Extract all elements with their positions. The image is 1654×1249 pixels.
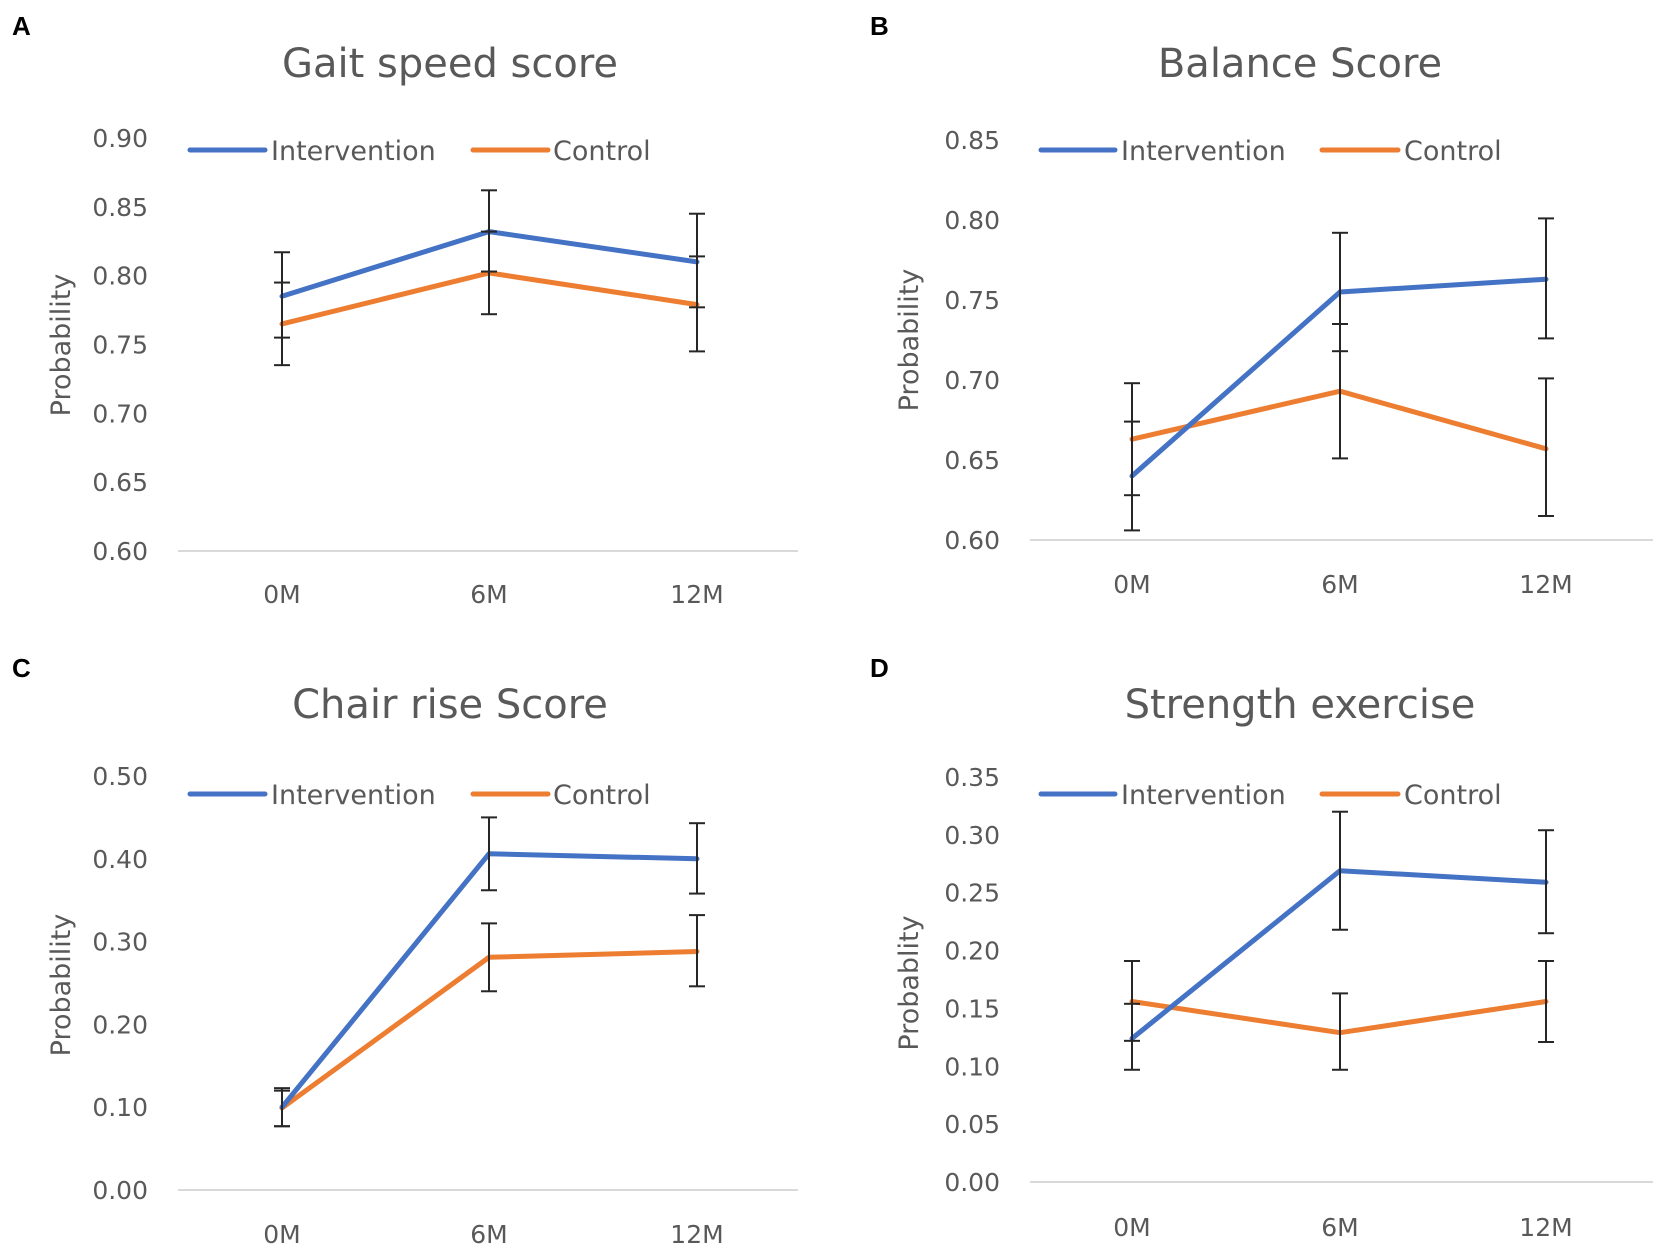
error-bar-control [481,922,497,993]
y-axis-title: Probablity [894,915,925,1050]
x-tick-label: 0M [1113,570,1150,599]
error-bar-control [1124,959,1140,1042]
y-axis-title: Probability [46,914,77,1057]
error-bar-control [689,255,705,353]
x-tick-label: 6M [470,580,507,609]
y-tick-label: 0.65 [92,468,148,497]
y-tick-label: 0.65 [944,446,1000,475]
y-tick-label: 0.85 [944,126,1000,155]
legend-label-control: Control [1404,780,1502,811]
chart-panel-d: D Strength exercise 0.00 0.05 0.10 0.15 0.20 0.… [870,653,1653,1242]
error-bar-intervention [1332,810,1348,931]
y-tick-label: 0.20 [944,937,1000,966]
y-tick-label: 0.05 [944,1110,1000,1139]
legend-label-control: Control [553,136,651,167]
y-tick-label: 0.00 [944,1168,1000,1197]
x-tick-label: 12M [670,580,723,609]
error-bar-control [1538,377,1554,517]
error-bar-intervention [1538,217,1554,340]
legend-label-intervention: Intervention [1121,136,1286,167]
chart-title: Balance Score [1158,41,1442,87]
y-tick-label: 0.10 [92,1093,148,1122]
panel-letter: B [870,11,889,41]
error-bar-control [1332,323,1348,460]
y-tick-label: 0.40 [92,845,148,874]
x-tick-label: 0M [263,1220,300,1249]
x-tick-label: 6M [1321,570,1358,599]
chart-title: Gait speed score [282,41,618,87]
error-bar-control [1124,382,1140,497]
panel-letter: D [870,653,889,683]
legend-label-intervention: Intervention [271,136,436,167]
y-axis-title: Probability [894,269,925,412]
y-tick-label: 0.70 [92,399,148,428]
y-axis-title: Probability [46,274,77,417]
legend-label-intervention: Intervention [271,780,436,811]
error-bar-intervention [1538,829,1554,935]
error-bar-control [274,281,290,367]
panel-letter: C [12,653,31,683]
y-tick-label: 0.80 [944,206,1000,235]
y-tick-label: 0.70 [944,366,1000,395]
y-tick-label: 0.25 [944,879,1000,908]
y-tick-label: 0.60 [944,526,1000,555]
y-tick-label: 0.35 [944,763,1000,792]
y-tick-label: 0.60 [92,537,148,566]
chart-panel-a: A Gait speed score 0.60 0.65 0.70 0.75 0.80 0.8… [12,11,798,609]
error-bar-control [1332,992,1348,1071]
y-tick-label: 0.75 [944,286,1000,315]
error-bar-control [481,230,497,316]
y-tick-label: 0.20 [92,1010,148,1039]
chart-panel-c: C Chair rise Score 0.00 0.10 0.20 0.30 0.40 0.5… [12,653,798,1249]
y-tick-label: 0.50 [92,762,148,791]
y-tick-label: 0.10 [944,1052,1000,1081]
legend-label-control: Control [1404,136,1502,167]
chart-title: Chair rise Score [292,682,608,728]
y-tick-label: 0.85 [92,193,148,222]
error-bar-control [1538,959,1554,1043]
error-bar-intervention [689,822,705,895]
x-tick-label: 6M [1321,1213,1358,1242]
y-tick-label: 0.75 [92,331,148,360]
x-tick-label: 12M [1519,1213,1572,1242]
error-bar-control [274,1089,290,1128]
y-tick-label: 0.00 [92,1176,148,1205]
error-bar-intervention [481,816,497,892]
x-tick-label: 0M [1113,1213,1150,1242]
legend-label-intervention: Intervention [1121,780,1286,811]
chart-title: Strength exercise [1125,682,1476,728]
y-tick-label: 0.30 [944,821,1000,850]
error-bar-control [689,914,705,988]
x-tick-label: 12M [670,1220,723,1249]
x-tick-label: 6M [470,1220,507,1249]
panel-letter: A [12,11,31,41]
y-tick-label: 0.30 [92,928,148,957]
x-tick-label: 0M [263,580,300,609]
y-tick-label: 0.15 [944,994,1000,1023]
legend-label-control: Control [553,780,651,811]
chart-panel-b: B Balance Score 0.60 0.65 0.70 0.75 0.80 0.85 0M… [870,11,1653,599]
y-tick-label: 0.80 [92,262,148,291]
y-tick-label: 0.90 [92,124,148,153]
x-tick-label: 12M [1519,570,1572,599]
